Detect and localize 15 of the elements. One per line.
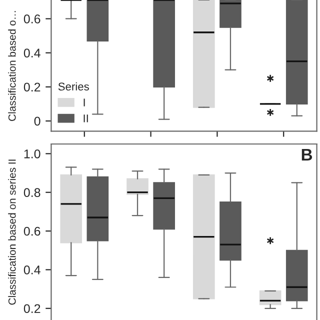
- legend-label: I: [84, 98, 85, 106]
- y-tick-label: 0.8: [24, 188, 40, 198]
- legend-label: II: [84, 114, 88, 122]
- y-tick-label: 0.2: [24, 304, 40, 314]
- y-tick-label: 0.2: [24, 82, 40, 92]
- y-axis-title: Classification based o…: [8, 11, 16, 121]
- y-tick-label: 0: [34, 116, 40, 126]
- y-tick-label: 0.4: [24, 48, 40, 58]
- y-tick-label: 1.0: [24, 149, 40, 158]
- y-tick-label: 0.6: [24, 14, 40, 24]
- y-tick-label: 0.4: [24, 266, 40, 274]
- annotation: B: [302, 149, 312, 160]
- y-tick-label: 0.6: [24, 226, 40, 236]
- legend-title: Series: [58, 82, 89, 91]
- y-axis-title: Classification based on series II: [8, 160, 16, 305]
